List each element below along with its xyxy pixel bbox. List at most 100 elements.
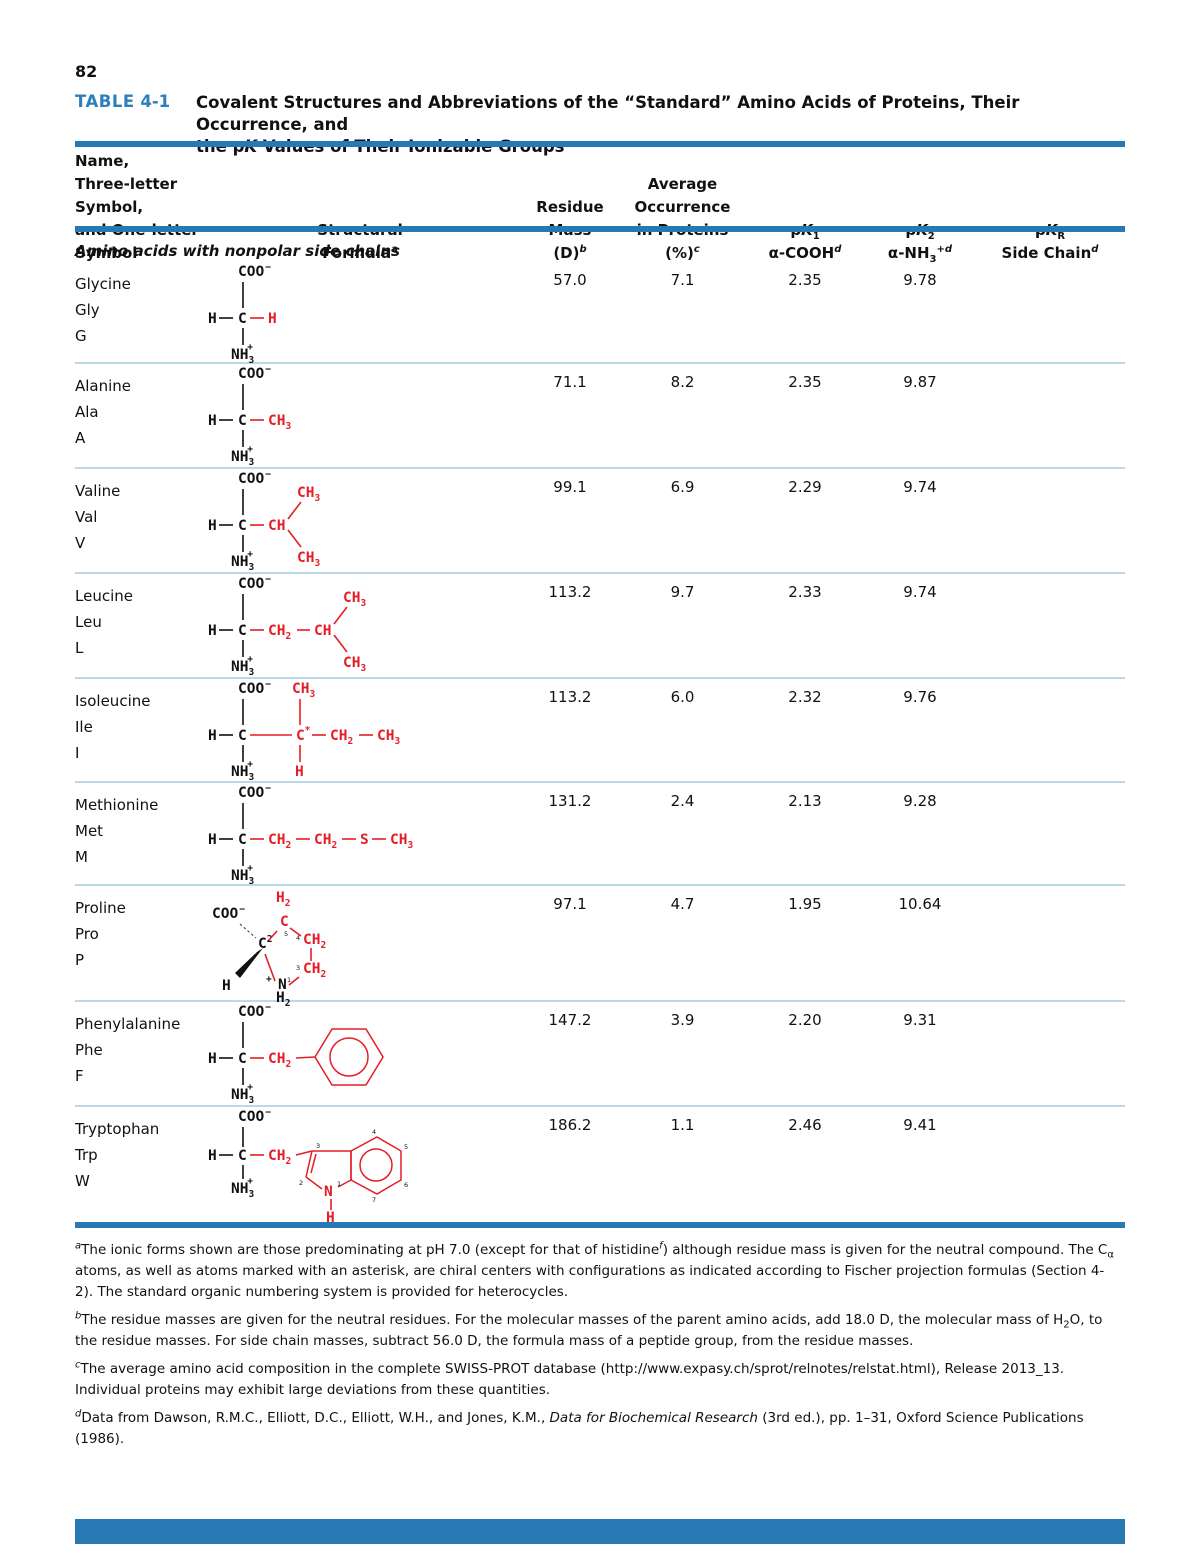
svg-text:4: 4 bbox=[296, 934, 300, 942]
svg-text:COO−: COO− bbox=[238, 783, 271, 801]
structure-methionine: COO− H C CH2 CH2 S CH3 NH3+ bbox=[208, 783, 413, 887]
amino-acid-name-cell: Proline Pro P bbox=[75, 886, 200, 1002]
table-row-proline: Proline Pro P H2 C 5 COO− C2 CH2 4 CH bbox=[75, 884, 1125, 1009]
svg-text:H: H bbox=[208, 623, 217, 639]
svg-text:COO−: COO− bbox=[212, 904, 245, 922]
pkr-value bbox=[975, 1002, 1125, 1107]
column-header-occurrence: AverageOccurrencein Proteins (%)c bbox=[634, 175, 731, 262]
svg-text:H: H bbox=[268, 311, 277, 327]
structure-alanine: COO− H C CH3 NH3+ bbox=[208, 364, 291, 468]
pk1-value: 2.20 bbox=[788, 1011, 822, 1029]
amino-acid-name: Proline bbox=[75, 899, 126, 917]
table-title: Covalent Structures and Abbreviations of… bbox=[196, 93, 1020, 156]
footnote-b: bThe residue masses are given for the ne… bbox=[75, 1310, 1103, 1349]
structure-cell: H2 C 5 COO− C2 CH2 4 CH2 3 H bbox=[200, 886, 520, 1009]
table-bottom-rule bbox=[75, 1222, 1125, 1228]
pk2-value: 9.87 bbox=[903, 373, 937, 391]
svg-text:CH: CH bbox=[268, 518, 285, 534]
footnote-a: aThe ionic forms shown are those predomi… bbox=[75, 1240, 1114, 1300]
svg-text:CH2: CH2 bbox=[314, 832, 337, 851]
svg-text:CH3: CH3 bbox=[292, 681, 315, 700]
svg-text:NH3+: NH3+ bbox=[231, 863, 254, 887]
amino-acid-name-cell: Phenylalanine Phe F bbox=[75, 1002, 200, 1107]
pk2-value: 9.31 bbox=[903, 1011, 937, 1029]
pk1-value: 2.35 bbox=[788, 271, 822, 289]
one-letter-symbol: I bbox=[75, 744, 80, 762]
structure-proline: H2 C 5 COO− C2 CH2 4 CH2 3 H bbox=[212, 890, 326, 1009]
three-letter-symbol: Met bbox=[75, 822, 104, 840]
table-row-leucine: Leucine Leu L COO− H C CH2 CH CH3 bbox=[75, 572, 1125, 679]
svg-text:H: H bbox=[208, 1051, 217, 1067]
amino-acid-name: Tryptophan bbox=[75, 1120, 160, 1138]
pkr-value bbox=[975, 262, 1125, 362]
svg-text:CH2: CH2 bbox=[268, 623, 291, 642]
svg-text:CH3: CH3 bbox=[377, 728, 400, 747]
svg-text:CH2: CH2 bbox=[268, 1051, 291, 1070]
one-letter-symbol: W bbox=[75, 1172, 90, 1190]
one-letter-symbol: F bbox=[75, 1067, 84, 1085]
occurrence-value: 6.9 bbox=[670, 478, 695, 496]
svg-text:C: C bbox=[238, 1051, 247, 1067]
svg-text:C: C bbox=[238, 832, 247, 848]
amino-acid-name: Valine bbox=[75, 482, 121, 500]
pkr-value bbox=[975, 574, 1125, 679]
svg-text:COO−: COO− bbox=[238, 469, 271, 487]
one-letter-symbol: A bbox=[75, 429, 86, 447]
svg-text:CH3: CH3 bbox=[297, 550, 320, 569]
structure-cell: COO− H C CH2 bbox=[200, 1107, 520, 1226]
svg-text:N: N bbox=[278, 977, 287, 993]
amino-acid-rows: Glycine Gly G COO− H C H NH3+ 57.0 7.1 bbox=[75, 262, 1125, 1226]
pk2-value: 9.74 bbox=[903, 478, 937, 496]
pkr-value bbox=[975, 364, 1125, 469]
amino-acid-name-cell: Valine Val V bbox=[75, 469, 200, 574]
svg-text:NH3+: NH3+ bbox=[231, 1176, 254, 1200]
footnote-d: dData from Dawson, R.M.C., Elliott, D.C.… bbox=[75, 1408, 1084, 1447]
amino-acid-name: Leucine bbox=[75, 587, 133, 605]
svg-text:C: C bbox=[280, 914, 289, 930]
svg-text:CH3: CH3 bbox=[343, 590, 366, 609]
residue-mass-value: 99.1 bbox=[553, 478, 587, 496]
svg-text:5: 5 bbox=[404, 1143, 408, 1151]
pk1-value: 2.32 bbox=[788, 688, 822, 706]
residue-mass-value: 57.0 bbox=[553, 271, 587, 289]
structure-cell: COO− H C CH2 CH2 S CH3 NH3+ bbox=[200, 783, 520, 887]
amino-acid-name: Glycine bbox=[75, 275, 131, 293]
svg-text:H2: H2 bbox=[276, 990, 290, 1009]
svg-text:4: 4 bbox=[372, 1128, 376, 1136]
occurrence-value: 6.0 bbox=[670, 688, 695, 706]
occurrence-value: 4.7 bbox=[670, 895, 695, 913]
three-letter-symbol: Val bbox=[75, 508, 98, 526]
svg-text:C: C bbox=[238, 518, 247, 534]
structure-cell: COO− H C H NH3+ bbox=[200, 262, 520, 366]
structure-cell: COO− H C CH2 NH3+ bbox=[200, 1002, 520, 1107]
svg-text:H: H bbox=[208, 832, 217, 848]
pk2-value: 9.76 bbox=[903, 688, 937, 706]
pk2-value: 9.41 bbox=[903, 1116, 937, 1134]
footnotes: aThe ionic forms shown are those predomi… bbox=[75, 1240, 1121, 1457]
one-letter-symbol: L bbox=[75, 639, 84, 657]
pk2-value: 9.28 bbox=[903, 792, 937, 810]
footnote-c: cThe average amino acid composition in t… bbox=[75, 1359, 1065, 1398]
structure-valine: COO− H C CH CH3 CH3 NH3+ bbox=[208, 469, 320, 573]
svg-text:CH3: CH3 bbox=[268, 413, 291, 432]
structure-glycine: COO− H C H NH3+ bbox=[208, 262, 277, 366]
residue-mass-value: 186.2 bbox=[548, 1116, 592, 1134]
three-letter-symbol: Pro bbox=[75, 925, 99, 943]
svg-text:CH2: CH2 bbox=[303, 961, 326, 980]
pk1-value: 2.13 bbox=[788, 792, 822, 810]
svg-text:S: S bbox=[360, 832, 369, 848]
pk2-value: 10.64 bbox=[898, 895, 942, 913]
amino-acid-name-cell: Tryptophan Trp W bbox=[75, 1107, 200, 1224]
svg-text:NH3+: NH3+ bbox=[231, 549, 254, 573]
amino-acid-name-cell: Isoleucine Ile I bbox=[75, 679, 200, 783]
svg-text:1: 1 bbox=[287, 976, 291, 984]
pkr-value bbox=[975, 679, 1125, 783]
table-row-alanine: Alanine Ala A COO− H C CH3 NH3+ 71.1 8. bbox=[75, 362, 1125, 469]
column-header-row: Name,Three-letter Symbol,and One-letter … bbox=[75, 150, 1125, 265]
svg-text:COO−: COO− bbox=[238, 679, 271, 697]
svg-text:5: 5 bbox=[284, 930, 288, 938]
svg-text:CH2: CH2 bbox=[268, 1148, 291, 1167]
svg-text:+: + bbox=[266, 974, 272, 985]
residue-mass-value: 71.1 bbox=[553, 373, 587, 391]
